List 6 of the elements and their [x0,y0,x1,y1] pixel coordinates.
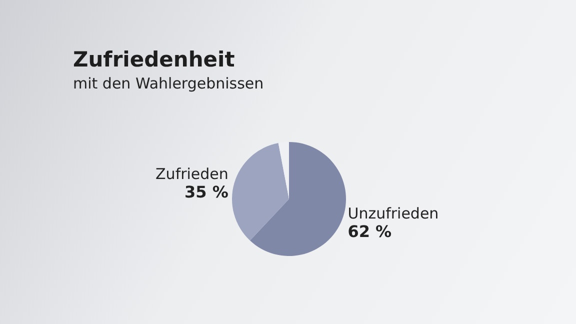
chart-title: Zufriedenheit [73,48,235,72]
slice-label: Unzufrieden [348,204,439,222]
slice-label: Zufrieden [156,164,228,183]
chart-subtitle: mit den Wahlergebnissen [73,74,264,92]
data-label: 62 % [348,222,392,241]
data-label: 35 % [184,182,228,202]
